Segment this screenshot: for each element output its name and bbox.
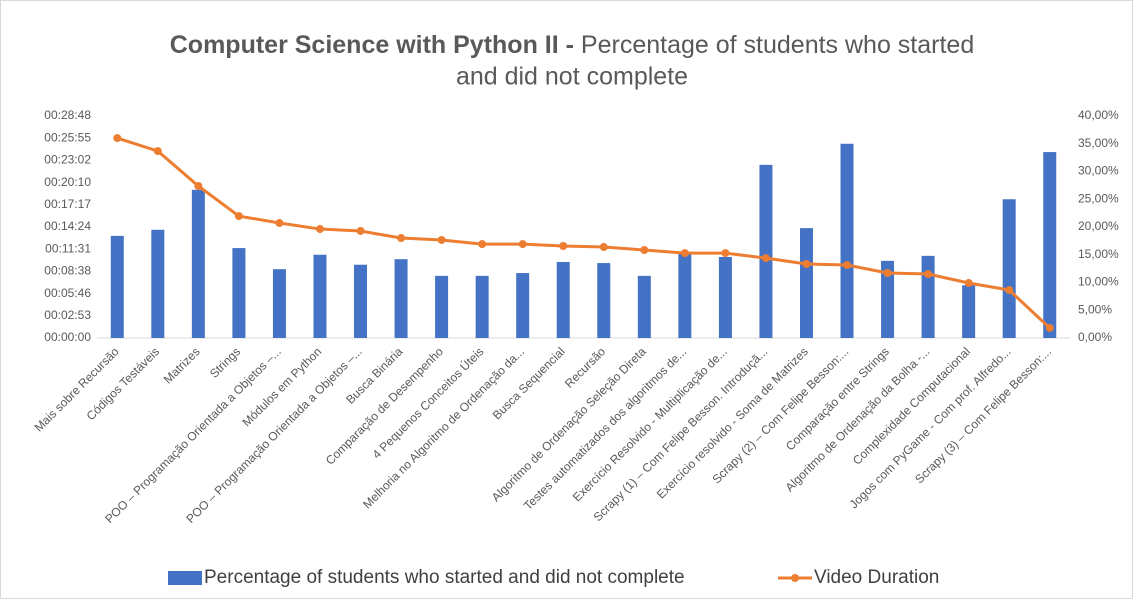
bar (435, 275, 449, 338)
line-marker (518, 240, 527, 249)
y2-tick-label: 10,00% (1078, 275, 1119, 289)
bar (110, 235, 124, 338)
chart-subtitle: and did not complete (456, 63, 688, 91)
y2-tick-label: 5,00% (1078, 302, 1112, 316)
y2-tick-label: 0,00% (1078, 330, 1112, 344)
line-marker (559, 242, 568, 251)
bar (597, 263, 611, 338)
line-marker (113, 134, 122, 143)
y2-tick-label: 30,00% (1078, 164, 1119, 178)
line-marker (761, 254, 770, 263)
bar (637, 275, 651, 338)
bar (840, 143, 854, 338)
y-tick-label: 00:08:38 (44, 264, 91, 278)
title-bold: Computer Science with Python II - (170, 31, 574, 59)
legend-marker (791, 574, 799, 582)
bar (799, 228, 813, 338)
bar (962, 285, 976, 338)
line-marker (397, 234, 406, 243)
bar (1043, 152, 1057, 338)
y-tick-label: 00:17:17 (44, 197, 91, 211)
line-marker (640, 245, 649, 254)
bar (718, 256, 732, 338)
line-marker (1045, 323, 1054, 332)
line-marker (964, 279, 973, 288)
y-tick-label: 00:14:24 (44, 219, 91, 233)
bar (921, 255, 935, 338)
legend-label: Percentage of students who started and d… (204, 567, 685, 588)
bar (881, 260, 895, 338)
chart-title: Computer Science with Python II - Percen… (170, 31, 974, 59)
line-marker (680, 249, 689, 258)
line-marker (275, 219, 284, 228)
bar (516, 273, 530, 338)
y-tick-label: 00:02:53 (44, 308, 91, 322)
bar (678, 253, 692, 338)
y2-tick-label: 15,00% (1078, 247, 1119, 261)
line-marker (437, 235, 446, 244)
line-marker (315, 225, 324, 234)
legend-label: Video Duration (814, 567, 939, 588)
bar (272, 269, 286, 338)
line-marker (721, 249, 730, 258)
y2-tick-label: 35,00% (1078, 136, 1119, 150)
line-marker (153, 147, 162, 156)
line-marker (843, 261, 852, 270)
bar (475, 275, 489, 338)
y-tick-label: 00:05:46 (44, 286, 91, 300)
bar (556, 261, 570, 338)
bar (394, 259, 408, 338)
line-marker (883, 268, 892, 277)
line-marker (234, 212, 243, 221)
line-marker (924, 270, 933, 279)
line (116, 136, 1051, 330)
bar (1002, 199, 1016, 338)
bar (759, 164, 773, 338)
bar (191, 189, 205, 338)
bar (232, 248, 246, 338)
bar (151, 229, 165, 338)
y-tick-label: 00:11:31 (45, 241, 91, 255)
y-tick-label: 00:00:00 (44, 330, 91, 344)
line-marker (1005, 286, 1014, 295)
line-marker (478, 240, 487, 249)
y-tick-label: 00:20:10 (44, 175, 91, 189)
y-tick-label: 00:23:02 (44, 153, 91, 167)
bar (354, 264, 368, 338)
line-marker (599, 243, 608, 252)
y2-tick-label: 20,00% (1078, 219, 1119, 233)
legend-swatch (168, 571, 202, 585)
y2-tick-label: 40,00% (1078, 108, 1119, 122)
y-tick-label: 00:28:48 (44, 108, 91, 122)
line-marker (802, 260, 811, 268)
title-rest: Percentage of students who started (581, 31, 974, 59)
line-marker (356, 226, 365, 235)
bar (313, 254, 327, 338)
y2-tick-label: 25,00% (1078, 191, 1119, 205)
line-marker (194, 182, 203, 191)
y-tick-label: 00:25:55 (44, 130, 91, 144)
